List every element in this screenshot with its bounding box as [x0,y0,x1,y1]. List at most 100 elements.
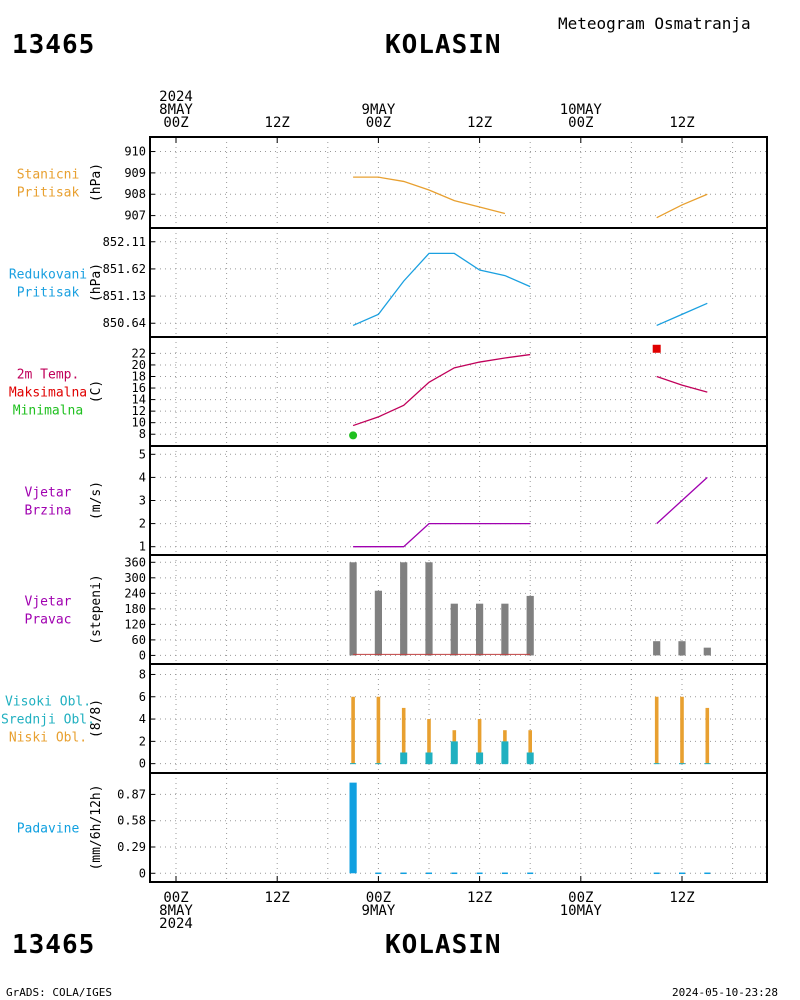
station-name-bottom: KOLASIN [385,930,502,960]
y-tick-label: 0.87 [117,787,146,801]
panel-frame [149,663,768,774]
series-line [352,353,531,427]
direction-bar [400,562,408,656]
y-tick-label: 907 [124,209,146,223]
direction-bar [678,641,686,656]
panel-frame [149,336,768,447]
y-tick-label: 850.64 [103,316,146,330]
panel-frame [149,772,768,883]
panel-label: Minimalna [13,404,83,419]
time-label-bottom: 8MAY [159,903,193,919]
series-line [656,375,708,393]
series-line [656,476,708,525]
panel-label: Srednji Obl. [1,713,95,728]
station-name-top: KOLASIN [385,30,502,60]
y-tick-label: 851.62 [103,262,146,276]
y-tick-label: 22 [132,346,146,360]
y-tick-label: 4 [139,712,146,726]
y-tick-label: 908 [124,187,146,201]
time-label-top: 9MAY [362,102,396,118]
panel-frame [149,136,768,229]
precip-bar [349,782,357,874]
high-cloud-bar [476,752,484,764]
series-line [352,252,531,327]
y-tick-label: 16 [132,381,146,395]
y-tick-label: 12 [132,404,146,418]
panel-label: Visoki Obl. [5,695,91,710]
panel-frame [149,554,768,665]
panel-frame [149,227,768,338]
direction-bar [374,590,382,656]
y-axis-label: (8/8) [89,699,104,738]
panel-label: Stanicni [17,168,80,183]
y-axis-label: (hPa) [89,263,104,302]
grads-credit: GrADS: COLA/IGES [6,986,112,999]
direction-bar [475,603,484,656]
time-label-bottom: 12Z [265,890,290,906]
panel-label: Vjetar [25,486,72,501]
high-cloud-bar [400,752,408,764]
y-tick-label: 20 [132,358,146,372]
panel-label: Pritisak [17,186,80,201]
panel-label: Vjetar [25,595,72,610]
y-tick-label: 8 [139,667,146,681]
high-cloud-bar [425,752,433,764]
y-tick-label: 14 [132,393,146,407]
series-line [353,522,531,548]
max-temp-marker [652,344,661,353]
direction-bar [425,562,433,656]
series-line [353,176,506,215]
time-label-top: 00Z [568,115,593,131]
time-label-bottom: 12Z [669,890,694,906]
panel-frame [149,445,768,556]
high-cloud-bar [501,741,509,764]
panel-label: Pritisak [17,286,80,301]
y-tick-label: 910 [124,145,146,159]
time-label-top: 00Z [163,115,188,131]
direction-bar [501,603,509,656]
y-tick-label: 8 [139,427,146,441]
y-tick-label: 0 [139,866,146,880]
low-cloud-bar [654,696,659,764]
low-cloud-bar [528,730,532,764]
meteogram-title: Meteogram Osmatranja [558,14,751,33]
y-tick-label: 5 [139,447,146,461]
low-cloud-bar [401,707,406,764]
time-label-bottom: 10MAY [560,903,603,919]
y-tick-label: 2 [139,517,146,531]
y-tick-label: 300 [124,571,146,585]
y-tick-label: 0 [139,757,146,771]
time-label-bottom: 2024 [159,916,193,932]
y-tick-label: 18 [132,369,146,383]
time-label-top: 12Z [265,115,290,131]
direction-bar [526,595,534,656]
y-tick-label: 1 [139,540,146,554]
time-label-bottom: 00Z [366,890,391,906]
low-cloud-bar [680,696,684,764]
low-cloud-bar [705,707,710,764]
high-cloud-bar [450,741,458,764]
y-tick-label: 909 [124,166,146,180]
direction-bar [349,562,357,656]
y-tick-label: 6 [139,690,146,704]
min-temp-marker [349,431,358,440]
y-axis-label: (m/s) [89,481,104,520]
y-tick-label: 120 [124,617,146,631]
series-line [656,193,708,219]
panel-label: Brzina [25,504,72,519]
panel-label: 2m Temp. [17,368,80,383]
time-label-bottom: 00Z [568,890,593,906]
direction-bar [450,603,458,656]
time-label-top: 00Z [366,115,391,131]
time-label-bottom: 00Z [163,890,188,906]
low-cloud-bar [376,696,381,764]
low-cloud-bar [477,719,482,764]
y-tick-label: 360 [124,555,146,569]
panel-label: Pravac [25,613,72,628]
station-id-top: 13465 [12,30,96,60]
y-axis-label: (hPa) [89,163,104,202]
y-tick-label: 0 [139,648,146,662]
direction-bar [653,641,661,656]
y-tick-label: 60 [132,633,146,647]
